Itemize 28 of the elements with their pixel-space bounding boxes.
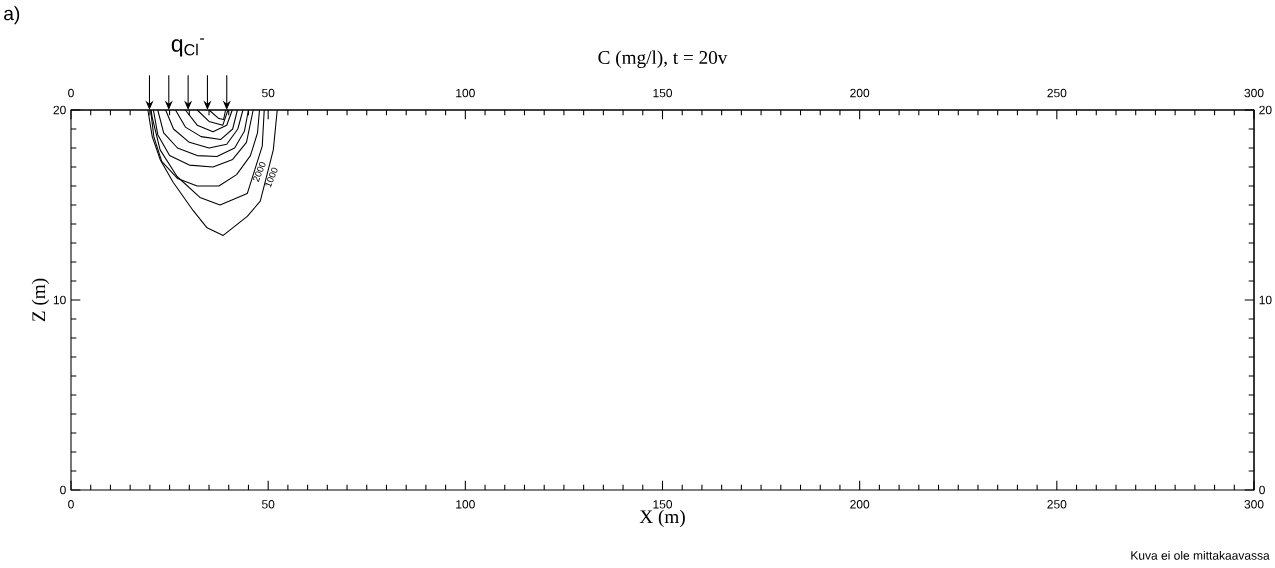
text: 2000 (253, 161, 266, 183)
text: Kuva ei ole mittakaavassa (1131, 550, 1270, 560)
x2-tick-label: 100 (456, 88, 475, 98)
x-tick-label: 100 (456, 500, 475, 509)
y2-tick-label: 10 (1259, 295, 1272, 305)
y2-tick-label: 0 (1259, 485, 1265, 495)
x2-tick-label: 200 (850, 88, 870, 98)
y-tick-label: 0 (60, 485, 66, 495)
x-tick-label: 250 (1047, 500, 1067, 509)
y-tick-label: 10 (53, 295, 66, 305)
annotation: q$_{Cl}$- (171, 38, 205, 57)
text: a) (4, 6, 20, 25)
x-tick-label: 300 (1244, 500, 1264, 509)
x2-tick-label: 50 (261, 88, 275, 98)
y-tick-label: 20 (53, 105, 66, 115)
x-tick-label: 150 (653, 500, 673, 509)
x-tick-label: 0 (68, 500, 74, 509)
x-axis-title: X (m) (639, 509, 685, 528)
x-tick-label: 50 (261, 500, 275, 509)
x2-tick-label: 300 (1244, 88, 1264, 98)
y-axis-title: Z (m) (31, 278, 50, 322)
x2-tick-label: 0 (68, 88, 74, 98)
x-tick-label: 200 (850, 500, 870, 509)
x2-tick-label: 150 (653, 88, 673, 98)
chart-title: C (mg/l), t = 20v (598, 50, 728, 68)
x2-tick-label: 250 (1047, 88, 1067, 98)
y2-tick-label: 20 (1259, 105, 1272, 115)
text: 1000 (265, 167, 278, 188)
